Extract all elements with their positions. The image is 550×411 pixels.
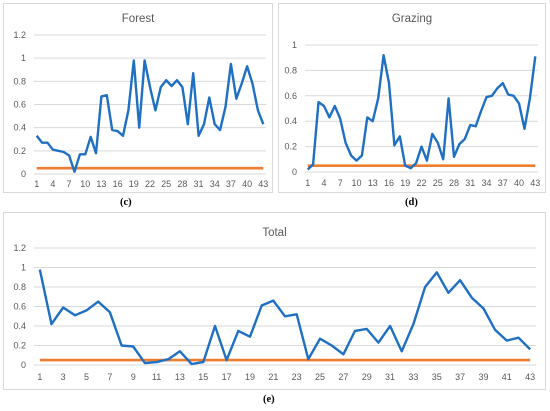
total-x-tick-label: 3 bbox=[61, 372, 66, 382]
forest-x-tick-label: 19 bbox=[129, 179, 139, 189]
forest-x-tick-label: 13 bbox=[96, 179, 106, 189]
grazing-x-tick-label: 31 bbox=[465, 178, 475, 188]
total-x-tick-label: 41 bbox=[502, 372, 512, 382]
caption-d: (d) bbox=[405, 197, 418, 208]
forest-x-tick-label: 28 bbox=[177, 179, 187, 189]
total-x-tick-label: 37 bbox=[455, 372, 465, 382]
caption-e: (e) bbox=[263, 394, 275, 405]
grazing-x-tick-label: 10 bbox=[351, 178, 361, 188]
forest-x-tick-label: 25 bbox=[161, 179, 171, 189]
total-y-tick-label: 1.2 bbox=[13, 243, 26, 253]
grazing-x-tick-label: 25 bbox=[433, 178, 443, 188]
total-x-tick-label: 43 bbox=[525, 372, 535, 382]
grazing-x-tick-label: 16 bbox=[384, 178, 394, 188]
grazing-series-line bbox=[306, 54, 537, 171]
forest-x-tick-label: 16 bbox=[113, 179, 123, 189]
forest-y-tick-label: 1.2 bbox=[13, 30, 26, 40]
total-x-tick-label: 11 bbox=[152, 372, 161, 382]
forest-chart-panel: Forest 0 0.2 0.4 0.6 0.8 1 1.2 1 4 7 10 13 16 19 22 25 28… bbox=[3, 3, 273, 193]
total-y-tick-label: 1 bbox=[21, 263, 26, 273]
total-x-tick-label: 13 bbox=[175, 372, 185, 382]
total-y-tick-label: 0 bbox=[21, 360, 26, 370]
grazing-x-tick-label: 1 bbox=[305, 178, 310, 188]
total-x-tick-label: 5 bbox=[84, 372, 89, 382]
total-series-line bbox=[38, 269, 532, 366]
total-x-tick-label: 7 bbox=[107, 372, 112, 382]
total-y-tick-label: 0.2 bbox=[13, 341, 26, 351]
grazing-y-tick-label: 0.4 bbox=[284, 116, 297, 126]
grazing-x-tick-label: 28 bbox=[449, 178, 459, 188]
forest-chart: Forest 0 0.2 0.4 0.6 0.8 1 1.2 1 4 7 10 13 16 19 22 25 28… bbox=[13, 13, 268, 189]
forest-y-tick-label: 0.4 bbox=[13, 123, 26, 133]
grazing-x-tick-label: 13 bbox=[368, 178, 378, 188]
grazing-y-tick-label: 0 bbox=[292, 167, 297, 177]
grazing-x-tick-label: 7 bbox=[338, 178, 343, 188]
total-x-tick-label: 29 bbox=[362, 372, 372, 382]
total-x-tick-label: 39 bbox=[478, 372, 488, 382]
forest-x-tick-label: 37 bbox=[226, 179, 236, 189]
grazing-x-tick-label: 22 bbox=[416, 178, 426, 188]
grazing-chart-panel: Grazing 0 0.2 0.4 0.6 0.8 1 1 4 7 10 13 16 19 22 25 28 31… bbox=[278, 3, 546, 193]
forest-x-tick-label: 34 bbox=[210, 179, 220, 189]
forest-x-tick-label: 40 bbox=[242, 179, 252, 189]
grazing-chart: Grazing 0 0.2 0.4 0.6 0.8 1 1 4 7 10 13 16 19 22 25 28 31… bbox=[284, 13, 540, 188]
total-x-tick-label: 33 bbox=[408, 372, 418, 382]
total-x-tick-label: 19 bbox=[245, 372, 255, 382]
total-x-tick-label: 35 bbox=[432, 372, 442, 382]
forest-y-tick-label: 1 bbox=[21, 53, 26, 63]
total-y-tick-label: 0.4 bbox=[13, 321, 26, 331]
forest-y-tick-label: 0.2 bbox=[13, 146, 26, 156]
total-x-tick-label: 15 bbox=[198, 372, 208, 382]
forest-x-tick-label: 1 bbox=[34, 179, 39, 189]
forest-y-tick-label: 0 bbox=[21, 169, 26, 179]
total-x-tick-label: 31 bbox=[385, 372, 395, 382]
forest-y-tick-label: 0.8 bbox=[13, 76, 26, 86]
total-x-tick-label: 21 bbox=[268, 372, 278, 382]
total-x-tick-label: 17 bbox=[222, 372, 232, 382]
grazing-y-tick-label: 0.8 bbox=[284, 65, 297, 75]
total-x-tick-label: 23 bbox=[292, 372, 302, 382]
total-x-tick-label: 25 bbox=[315, 372, 325, 382]
grazing-x-tick-label: 4 bbox=[321, 178, 326, 188]
caption-c: (c) bbox=[120, 197, 132, 208]
total-chart-panel: Total 0 0.2 0.4 0.6 0.8 1 1.2 1 3 5 7 9 11 13 15 17 19 21 2… bbox=[3, 212, 546, 390]
forest-title: Forest bbox=[122, 13, 155, 25]
grazing-x-tick-label: 37 bbox=[498, 178, 508, 188]
forest-x-tick-label: 4 bbox=[50, 179, 55, 189]
forest-x-tick-label: 7 bbox=[67, 179, 72, 189]
grazing-y-tick-label: 0.2 bbox=[284, 142, 297, 152]
total-y-tick-label: 0.6 bbox=[13, 302, 26, 312]
forest-x-tick-label: 43 bbox=[258, 179, 268, 189]
grazing-x-tick-label: 34 bbox=[482, 178, 492, 188]
grazing-x-tick-label: 43 bbox=[530, 178, 540, 188]
forest-y-tick-label: 0.6 bbox=[13, 100, 26, 110]
total-x-tick-label: 9 bbox=[131, 372, 136, 382]
total-x-tick-label: 27 bbox=[338, 372, 348, 382]
forest-x-tick-label: 31 bbox=[194, 179, 204, 189]
grazing-y-tick-label: 0.6 bbox=[284, 91, 297, 101]
grazing-x-tick-label: 19 bbox=[400, 178, 410, 188]
grazing-x-tick-label: 40 bbox=[514, 178, 524, 188]
total-y-tick-label: 0.8 bbox=[13, 282, 26, 292]
grazing-title: Grazing bbox=[392, 13, 432, 25]
forest-series-line bbox=[35, 59, 265, 173]
total-title: Total bbox=[262, 227, 286, 239]
total-x-tick-label: 1 bbox=[37, 372, 42, 382]
forest-x-tick-label: 10 bbox=[80, 179, 90, 189]
forest-x-tick-label: 22 bbox=[145, 179, 155, 189]
grazing-y-tick-label: 1 bbox=[292, 40, 297, 50]
